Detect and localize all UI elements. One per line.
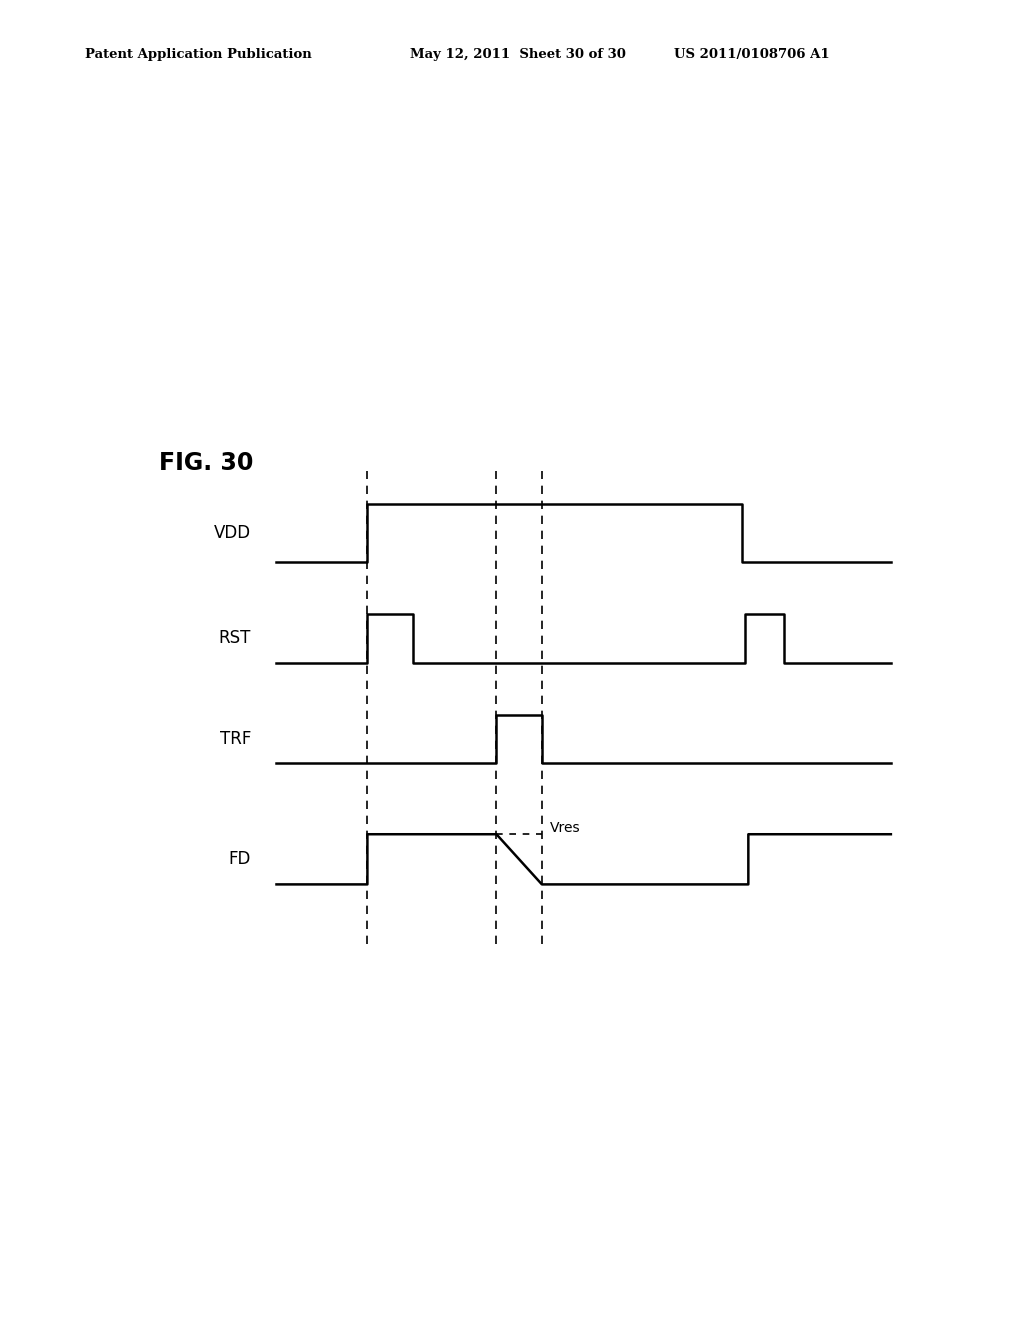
Text: TRF: TRF [219,730,251,748]
Text: VDD: VDD [214,524,251,543]
Text: FIG. 30: FIG. 30 [159,451,253,475]
Text: US 2011/0108706 A1: US 2011/0108706 A1 [674,48,829,61]
Text: FD: FD [228,850,251,869]
Text: May 12, 2011  Sheet 30 of 30: May 12, 2011 Sheet 30 of 30 [410,48,626,61]
Text: Patent Application Publication: Patent Application Publication [85,48,311,61]
Text: Vres: Vres [550,821,581,834]
Text: RST: RST [218,630,251,647]
